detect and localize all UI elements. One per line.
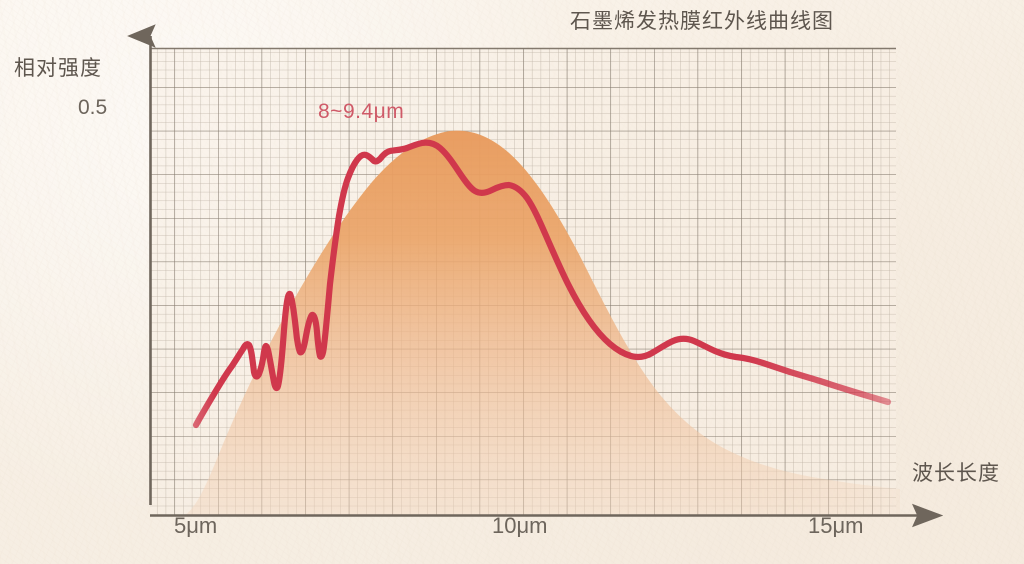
page-title: 石墨烯发热膜红外线曲线图 (570, 10, 834, 33)
chart-axes (127, 24, 944, 528)
y-axis-label: 相对强度 (14, 57, 102, 80)
y-axis-tick-label: 0.5 (78, 96, 108, 119)
x-axis-tick-label-5um: 5μm (174, 513, 218, 538)
blackbody-area-curve (185, 130, 900, 515)
peak-range-annotation: 8~9.4μm (318, 100, 405, 123)
x-axis-label: 波长长度 (912, 462, 1000, 485)
x-axis-tick-label-10um: 10μm (492, 513, 548, 538)
graphene-intensity-curve (192, 139, 892, 429)
x-axis-tick-label-15um: 15μm (808, 513, 864, 538)
